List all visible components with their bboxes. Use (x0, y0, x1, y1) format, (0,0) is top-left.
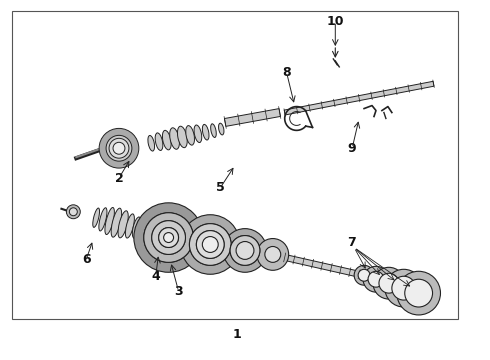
Circle shape (230, 235, 260, 265)
Ellipse shape (211, 124, 216, 138)
Circle shape (202, 237, 218, 252)
Text: 9: 9 (348, 142, 357, 155)
Circle shape (106, 135, 132, 161)
Circle shape (265, 247, 281, 262)
Text: 3: 3 (174, 285, 183, 298)
Circle shape (159, 228, 178, 247)
Circle shape (70, 208, 77, 216)
Circle shape (373, 267, 405, 299)
Circle shape (196, 231, 224, 258)
Ellipse shape (177, 126, 187, 148)
Text: 10: 10 (326, 15, 344, 28)
Circle shape (159, 228, 178, 247)
Circle shape (134, 203, 203, 272)
Circle shape (190, 224, 231, 265)
Circle shape (230, 235, 260, 265)
Text: 6: 6 (82, 253, 91, 266)
Ellipse shape (118, 211, 128, 238)
Ellipse shape (125, 214, 134, 238)
Ellipse shape (105, 207, 114, 234)
Text: 2: 2 (115, 171, 123, 185)
Text: 7: 7 (347, 236, 356, 249)
Text: 8: 8 (282, 66, 291, 79)
Polygon shape (224, 109, 280, 126)
Circle shape (152, 221, 185, 255)
Circle shape (385, 269, 422, 307)
Circle shape (109, 138, 129, 158)
Circle shape (363, 266, 389, 292)
Ellipse shape (162, 130, 171, 150)
Circle shape (392, 276, 416, 300)
Ellipse shape (93, 208, 99, 228)
Circle shape (368, 271, 384, 287)
Text: 4: 4 (151, 270, 160, 283)
Circle shape (196, 231, 224, 258)
Ellipse shape (219, 123, 224, 135)
Circle shape (379, 273, 399, 293)
Ellipse shape (155, 133, 163, 150)
Ellipse shape (99, 208, 107, 231)
Circle shape (66, 205, 80, 219)
Circle shape (144, 213, 194, 262)
Circle shape (257, 239, 289, 270)
Ellipse shape (186, 126, 195, 145)
Polygon shape (284, 255, 360, 277)
Circle shape (99, 129, 139, 168)
Circle shape (397, 271, 441, 315)
Ellipse shape (132, 217, 141, 238)
Circle shape (180, 215, 240, 274)
Circle shape (190, 224, 231, 265)
Circle shape (164, 233, 173, 243)
Circle shape (358, 269, 370, 281)
Ellipse shape (148, 135, 154, 151)
Text: 1: 1 (233, 328, 242, 341)
Circle shape (354, 265, 374, 285)
Text: 5: 5 (216, 181, 224, 194)
Circle shape (405, 279, 433, 307)
Bar (12, 11, 458, 319)
Ellipse shape (170, 128, 179, 149)
Circle shape (113, 142, 125, 154)
Ellipse shape (202, 125, 209, 140)
Circle shape (223, 229, 267, 272)
Ellipse shape (140, 220, 147, 239)
Polygon shape (284, 81, 434, 115)
Circle shape (144, 213, 194, 262)
Ellipse shape (111, 208, 122, 237)
Circle shape (236, 242, 254, 260)
Circle shape (152, 221, 185, 255)
Ellipse shape (194, 125, 202, 143)
